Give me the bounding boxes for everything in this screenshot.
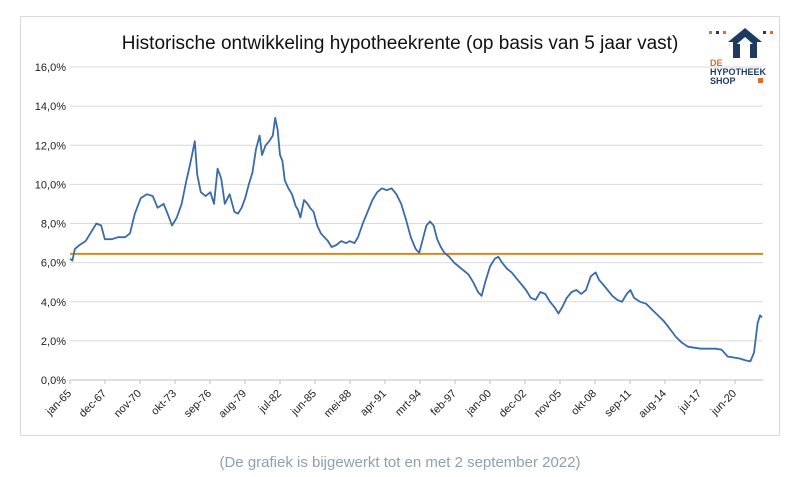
- x-tick-label: feb-97: [429, 388, 460, 419]
- update-caption: (De grafiek is bijgewerkt tot en met 2 s…: [219, 454, 581, 471]
- series-layer: [69, 117, 763, 363]
- chart-area: [20, 16, 780, 436]
- x-tick-label: mrt-94: [393, 388, 424, 419]
- chart-title: Historische ontwikkeling hypotheekrente …: [122, 33, 679, 54]
- x-tick-label: okt-73: [149, 388, 179, 418]
- x-tick-label: nov-70: [112, 388, 144, 420]
- x-tick-label: sep-11: [602, 388, 634, 420]
- logo-text-hypotheek: HYPOTHEEK: [710, 67, 767, 77]
- x-tick-label: jun-85: [288, 388, 319, 419]
- y-tick-label: 16,0%: [35, 62, 66, 74]
- house-logo-icon: [709, 28, 773, 58]
- brand-logo: DE HYPOTHEEK SHOP: [709, 28, 773, 86]
- logo-accent: [758, 78, 763, 83]
- x-tick-label: sep-76: [182, 388, 214, 420]
- x-tick-label: jul-82: [256, 388, 284, 416]
- x-tick-label: dec-67: [77, 388, 109, 420]
- x-tick-label: jun-20: [708, 388, 739, 419]
- x-tick-label: dec-02: [497, 388, 529, 420]
- x-tick-label: mei-88: [322, 388, 354, 420]
- y-tick-label: 12,0%: [35, 140, 66, 152]
- x-tick-label: aug-79: [216, 388, 249, 421]
- x-tick-label: jan-00: [463, 388, 494, 419]
- x-tick-label: jul-17: [676, 388, 704, 416]
- y-tick-label: 2,0%: [41, 336, 66, 348]
- y-tick-label: 0,0%: [41, 375, 66, 387]
- line-chart: Historische ontwikkeling hypotheekrente …: [35, 28, 773, 420]
- x-tick-label: jan-65: [43, 388, 74, 419]
- axes: 0,0% 2,0% 4,0% 6,0% 8,0% 10,0% 12,0% 14,0% 16,0%…: [35, 62, 763, 420]
- x-tick-label: okt-08: [569, 388, 599, 418]
- y-tick-label: 4,0%: [41, 297, 66, 309]
- y-tick-label: 14,0%: [35, 101, 66, 113]
- logo-text-de: DE: [710, 58, 723, 68]
- series-line-hypotheekrente: [69, 117, 763, 363]
- y-tick-label: 6,0%: [41, 258, 66, 270]
- y-tick-label: 10,0%: [35, 179, 66, 191]
- logo-text-shop: SHOP: [710, 76, 736, 86]
- x-tick-label: nov-05: [532, 388, 564, 420]
- x-tick-label: apr-91: [358, 388, 389, 419]
- y-tick-label: 8,0%: [41, 219, 66, 231]
- x-tick-label: aug-14: [636, 388, 669, 421]
